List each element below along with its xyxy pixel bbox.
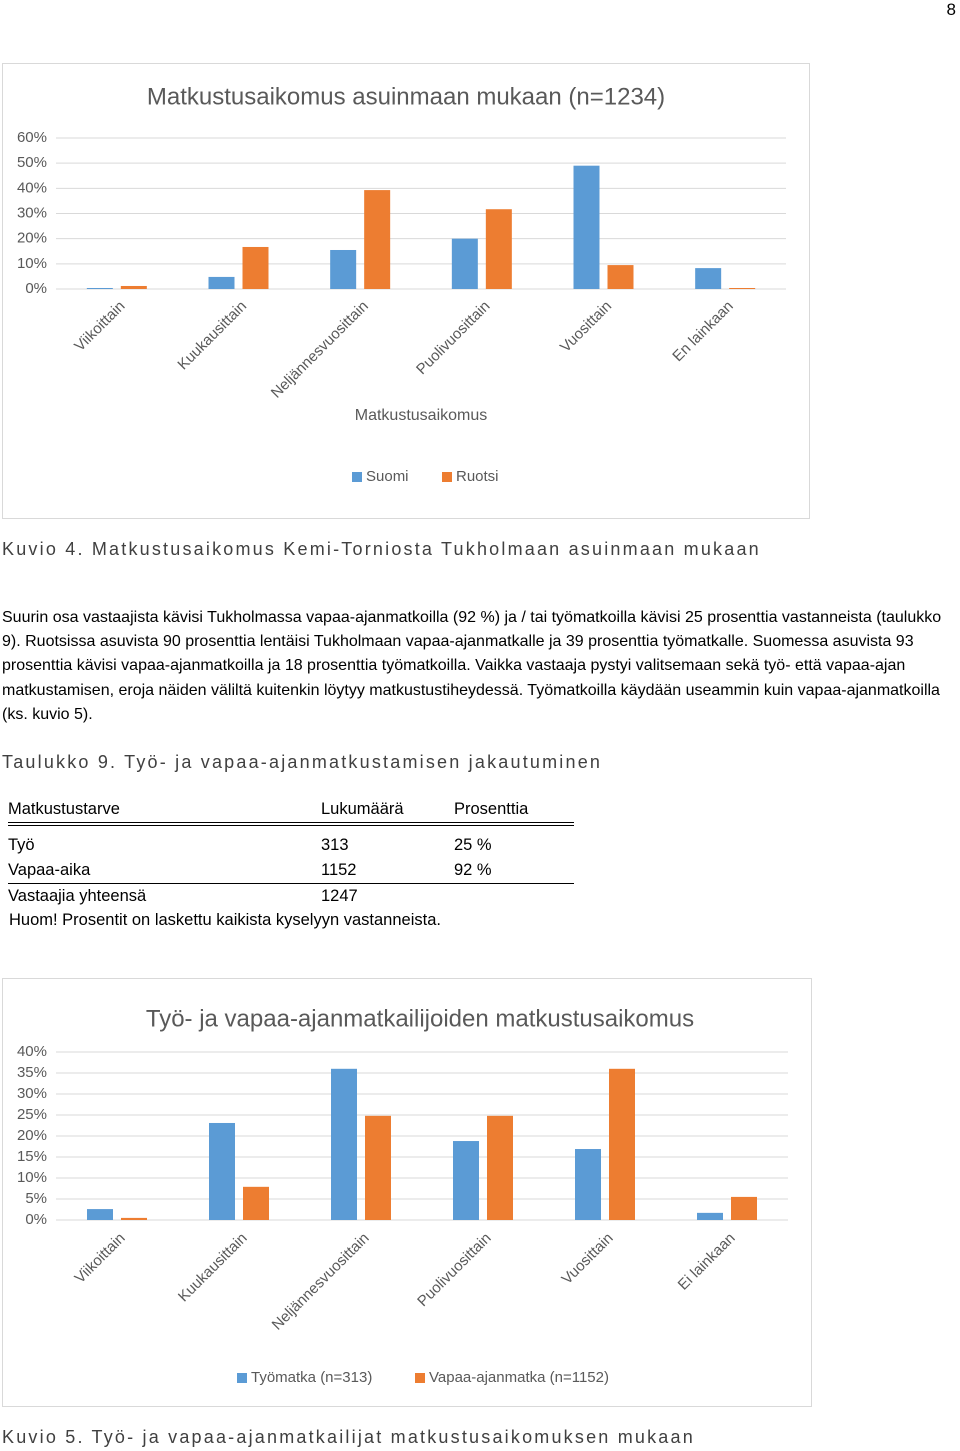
table-row: Vastaajia yhteensä 1247	[8, 884, 574, 910]
y-tick-label: 15%	[17, 1148, 47, 1165]
legend-swatch	[442, 472, 452, 482]
cell	[454, 884, 574, 910]
bar	[331, 1068, 357, 1220]
header-cell: Matkustustarve	[8, 800, 120, 818]
bar	[208, 276, 235, 289]
x-tick-label: En lainkaan	[669, 298, 736, 365]
x-tick-label: Viikoittain	[71, 298, 128, 355]
bar	[451, 238, 478, 289]
legend-label: Työmatka (n=313)	[251, 1369, 372, 1386]
legend-swatch	[237, 1373, 247, 1383]
table-header: Matkustustarve Lukumäärä Prosenttia	[8, 797, 574, 824]
page-number: 8	[946, 0, 956, 19]
x-tick-label: Kuukausittain	[174, 298, 250, 374]
bar	[330, 249, 357, 289]
table-caption: Taulukko 9. Työ- ja vapaa-ajanmatkustami…	[2, 752, 603, 772]
figure-caption: Kuvio 5. Työ- ja vapaa-ajanmatkailijat m…	[2, 1427, 695, 1447]
bar	[365, 1115, 391, 1220]
bar	[87, 1209, 113, 1220]
chart-title: Työ- ja vapaa-ajanmatkailijoiden matkust…	[146, 1005, 694, 1032]
y-tick-label: 35%	[17, 1064, 47, 1081]
bar	[121, 1217, 147, 1220]
table: Matkustustarve Lukumäärä Prosenttia Työ 3…	[8, 797, 574, 909]
figure-caption: Kuvio 4. Matkustusaikomus Kemi-Torniosta…	[2, 539, 761, 559]
y-tick-label: 40%	[17, 1043, 47, 1060]
bar	[731, 1196, 757, 1220]
cell: 92 %	[454, 861, 492, 879]
bar	[453, 1141, 479, 1220]
bar	[487, 1115, 513, 1220]
y-tick-label: 10%	[17, 1169, 47, 1186]
table-note: Huom! Prosentit on laskettu kaikista kys…	[9, 911, 441, 929]
y-tick-label: 30%	[17, 204, 47, 221]
y-tick-label: 0%	[25, 1211, 47, 1228]
legend-swatch	[415, 1373, 425, 1383]
bar	[607, 265, 634, 289]
cell: 1247	[321, 887, 358, 905]
bar	[573, 165, 600, 289]
bar	[695, 268, 722, 289]
cell: Työ	[8, 836, 35, 854]
y-tick-label: 0%	[25, 280, 47, 297]
y-tick-label: 5%	[25, 1190, 47, 1207]
header-cell: Lukumäärä	[321, 800, 404, 818]
cell: Vastaajia yhteensä	[8, 887, 147, 905]
x-tick-label: Ei lainkaan	[675, 1230, 739, 1294]
y-tick-label: 25%	[17, 1106, 47, 1123]
x-tick-label: Neljännesvuosittain	[269, 1230, 373, 1334]
cell: 25 %	[454, 836, 492, 854]
y-tick-label: 40%	[17, 179, 47, 196]
bar	[729, 287, 756, 289]
y-tick-label: 10%	[17, 255, 47, 272]
bar	[209, 1122, 235, 1220]
x-tick-label: Vuosittain	[557, 298, 615, 356]
chart: Työ- ja vapaa-ajanmatkailijoiden matkust…	[2, 978, 812, 1407]
y-tick-label: 30%	[17, 1085, 47, 1102]
paragraph: Suurin osa vastaajista kävisi Tukholmass…	[2, 609, 942, 723]
bar	[243, 1186, 269, 1220]
y-tick-label: 60%	[17, 129, 47, 146]
bar	[86, 287, 113, 289]
table-row: Työ 313 25 %	[8, 824, 574, 858]
cell: 313	[321, 836, 349, 854]
bar	[485, 209, 512, 289]
chart-title: Matkustusaikomus asuinmaan mukaan (n=123…	[147, 83, 665, 110]
bar	[609, 1068, 635, 1220]
x-axis-label: Matkustusaikomus	[355, 407, 488, 424]
bar	[697, 1212, 723, 1220]
bar	[120, 285, 147, 289]
header-cell: Prosenttia	[454, 800, 529, 818]
y-tick-label: 20%	[17, 1127, 47, 1144]
table-row: Vapaa-aika 1152 92 %	[8, 858, 574, 884]
x-tick-label: Vuosittain	[558, 1230, 616, 1288]
x-tick-label: Puolivuosittain	[414, 1230, 494, 1310]
x-tick-label: Kuukausittain	[175, 1230, 251, 1306]
x-tick-label: Neljännesvuosittain	[268, 298, 372, 402]
cell: 1152	[321, 861, 357, 879]
bar	[575, 1149, 601, 1220]
x-tick-label: Puolivuosittain	[413, 298, 493, 378]
bar	[364, 190, 391, 289]
legend-label: Suomi	[366, 468, 409, 485]
y-tick-label: 20%	[17, 230, 47, 247]
chart: Matkustusaikomus asuinmaan mukaan (n=123…	[2, 63, 810, 519]
x-tick-label: Viikoittain	[71, 1230, 128, 1287]
legend-label: Vapaa-ajanmatka (n=1152)	[429, 1369, 609, 1386]
cell: Vapaa-aika	[8, 861, 91, 879]
bar	[242, 246, 269, 289]
legend-swatch	[352, 472, 362, 482]
y-tick-label: 50%	[17, 154, 47, 171]
legend-label: Ruotsi	[456, 468, 499, 485]
